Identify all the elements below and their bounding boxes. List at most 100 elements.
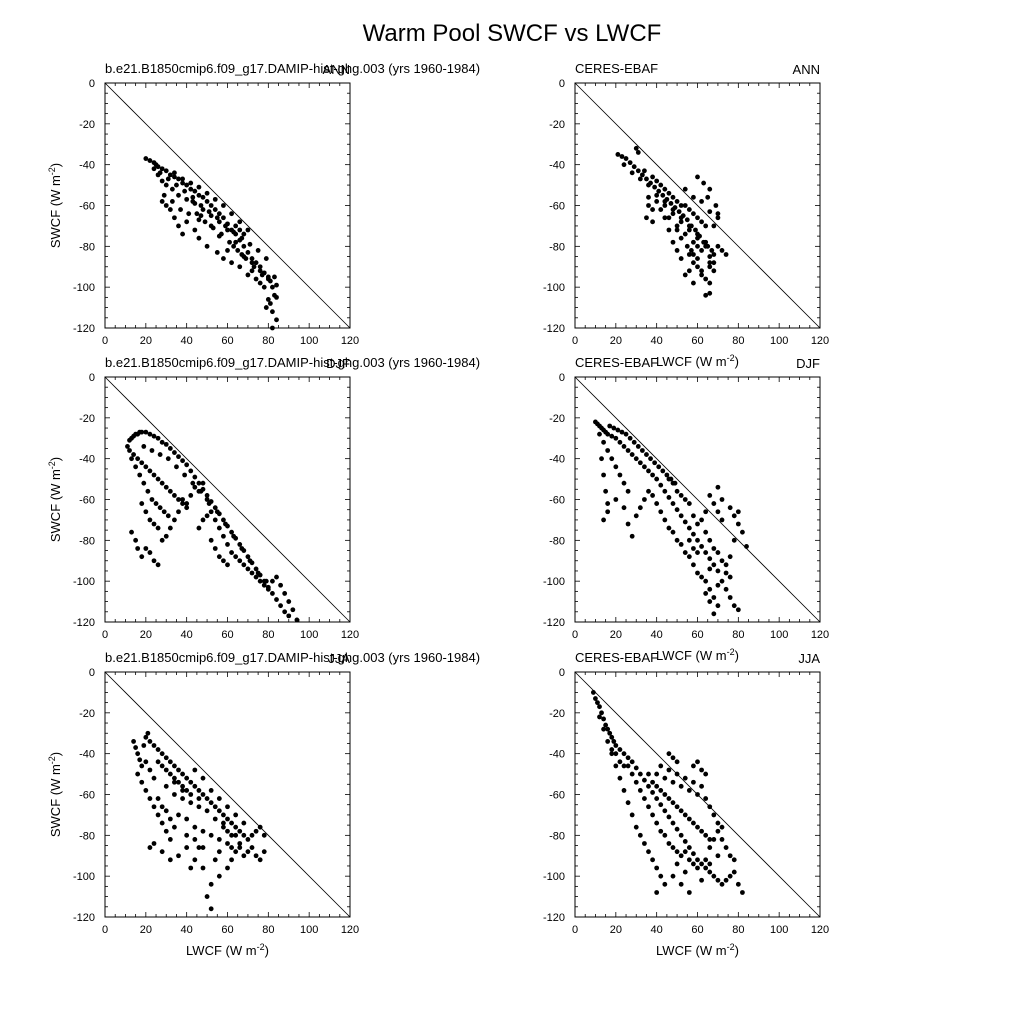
data-point (699, 248, 704, 253)
data-point (601, 716, 606, 722)
data-point (707, 209, 713, 215)
data-point (715, 828, 721, 834)
data-point (621, 751, 627, 757)
data-point (703, 857, 709, 863)
scatter-panel-2: 0 20 40 60 80 100 120 0 -20 -40 -60 -80 -100 -120 CERE… (543, 61, 829, 369)
data-point (715, 820, 721, 826)
data-point (666, 190, 672, 196)
data-point (621, 763, 627, 769)
data-point (699, 574, 704, 580)
data-point (715, 215, 721, 221)
data-point (666, 215, 672, 221)
data-point (658, 802, 664, 808)
data-point (711, 611, 717, 617)
data-point (278, 603, 283, 609)
data-point (208, 906, 214, 912)
x-tick-label: 20 (140, 335, 152, 347)
data-point (172, 170, 177, 176)
y-tick-label: -120 (73, 912, 95, 924)
data-point (223, 223, 228, 229)
x-axis-label: LWCF (W m-2) (656, 942, 739, 958)
data-point (143, 546, 149, 551)
x-tick-label: 60 (691, 629, 703, 641)
y-tick-label: 0 (559, 78, 565, 90)
data-point (204, 199, 210, 204)
data-point (695, 865, 700, 871)
data-point (212, 546, 218, 551)
data-point (682, 519, 688, 525)
data-point (735, 607, 741, 613)
data-point (235, 248, 241, 253)
data-point (151, 743, 157, 748)
data-point (686, 816, 692, 822)
data-point (155, 796, 161, 801)
data-point (605, 431, 611, 437)
data-point (615, 152, 621, 157)
data-point (662, 199, 668, 204)
data-point (703, 550, 709, 555)
data-point (682, 497, 688, 502)
data-point (691, 531, 696, 537)
data-point (241, 243, 247, 249)
x-tick-label: 0 (102, 924, 108, 936)
data-point (691, 562, 696, 568)
data-point (180, 796, 185, 801)
data-point (265, 586, 271, 592)
data-point (190, 199, 196, 204)
data-point (723, 252, 729, 257)
data-point (727, 574, 733, 580)
data-point (611, 739, 617, 744)
data-point (625, 755, 631, 761)
data-point (629, 452, 635, 457)
data-point (735, 521, 741, 527)
data-point (188, 180, 194, 186)
data-point (159, 199, 165, 204)
data-point (212, 517, 218, 523)
data-point (184, 845, 190, 850)
data-point (270, 309, 275, 315)
data-point (139, 501, 145, 506)
data-point (674, 248, 680, 253)
data-point (658, 182, 664, 188)
data-point (639, 172, 645, 178)
data-point (617, 759, 623, 765)
data-point (192, 824, 198, 830)
x-axis-label: LWCF (W m-2) (656, 353, 739, 369)
data-point (707, 493, 713, 498)
data-point (241, 853, 247, 859)
data-point (652, 460, 658, 466)
data-point (247, 558, 253, 564)
data-point (208, 509, 214, 515)
data-point (740, 529, 745, 535)
data-point (682, 869, 688, 875)
data-point (155, 812, 161, 818)
data-point (133, 537, 139, 543)
data-point (261, 849, 267, 855)
data-point (678, 513, 684, 519)
x-tick-label: 40 (181, 629, 193, 641)
data-point (637, 788, 643, 793)
data-point (239, 235, 245, 241)
data-point (731, 603, 737, 609)
data-point (703, 591, 709, 596)
data-point (601, 517, 606, 523)
scatter-points (143, 156, 279, 331)
data-point (200, 517, 206, 523)
data-point (623, 156, 629, 161)
data-point (674, 227, 680, 233)
data-point (200, 775, 206, 781)
data-point (682, 272, 688, 278)
data-point (695, 550, 700, 555)
data-point (684, 243, 690, 249)
data-point (654, 476, 660, 482)
data-point (715, 484, 721, 490)
y-tick-label: -20 (549, 413, 565, 425)
data-point (225, 804, 230, 810)
data-point (159, 751, 165, 757)
y-tick-label: -80 (549, 535, 565, 547)
data-point (662, 488, 668, 494)
data-point (198, 213, 204, 219)
data-point (711, 252, 717, 257)
data-point (208, 203, 214, 208)
